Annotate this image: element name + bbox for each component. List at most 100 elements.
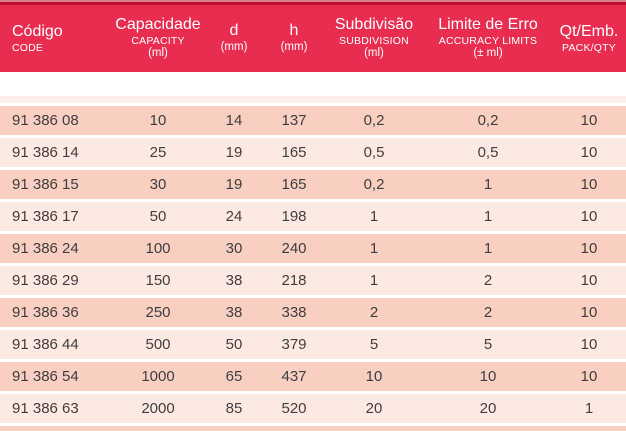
cell-d: 30 — [225, 240, 243, 257]
top-border-dark — [0, 2, 626, 5]
cell-codigo: 91 386 17 — [12, 208, 79, 225]
column-label: Qt/Emb. — [559, 22, 619, 40]
table-row: 91 386 24 100 30 240 1 1 10 — [0, 234, 626, 263]
table-row: 91 386 17 50 24 198 1 1 10 — [0, 202, 626, 231]
header-gap — [0, 72, 626, 106]
cell-qt_emb: 10 — [580, 336, 598, 353]
table-row: 91 386 14 25 19 165 0,5 0,5 10 — [0, 138, 626, 167]
cell-qt_emb: 10 — [580, 208, 598, 225]
table-row: 91 386 08 10 14 137 0,2 0,2 10 — [0, 106, 626, 135]
cell-codigo: 91 386 14 — [12, 144, 79, 161]
column-label: Código — [12, 22, 63, 40]
cell-codigo: 91 386 44 — [12, 336, 79, 353]
cell-h: 379 — [281, 336, 307, 353]
column-header-codigo: Código CODE — [0, 5, 112, 72]
cell-limite_de_erro: 2 — [483, 272, 493, 289]
table-row: 91 386 29 150 38 218 1 2 10 — [0, 266, 626, 295]
column-unit: (± ml) — [473, 47, 503, 60]
top-border-light — [0, 0, 626, 2]
cell-limite_de_erro: 10 — [479, 368, 497, 385]
cell-h: 218 — [281, 272, 307, 289]
cell-subdivisao: 5 — [369, 336, 379, 353]
cell-d: 19 — [225, 144, 243, 161]
column-sublabel: PACK/QTY — [562, 41, 616, 54]
cell-codigo: 91 386 36 — [12, 304, 79, 321]
table-row: 91 386 36 250 38 338 2 2 10 — [0, 298, 626, 327]
cell-codigo: 91 386 29 — [12, 272, 79, 289]
cell-subdivisao: 1 — [369, 240, 379, 257]
cell-subdivisao: 0,2 — [363, 176, 385, 193]
column-unit: (ml) — [148, 47, 168, 60]
cell-capacidade: 100 — [145, 240, 171, 257]
column-header-h: h (mm) — [264, 5, 324, 72]
cell-subdivisao: 10 — [365, 368, 383, 385]
cell-qt_emb: 10 — [580, 112, 598, 129]
column-label: Capacidade — [115, 16, 201, 34]
cell-limite_de_erro: 5 — [483, 336, 493, 353]
column-header-subdivisao: Subdivisão SUBDIVISION (ml) — [324, 5, 424, 72]
cell-capacidade: 500 — [145, 336, 171, 353]
cell-qt_emb: 10 — [580, 368, 598, 385]
cell-subdivisao: 0,5 — [363, 144, 385, 161]
cell-d: 50 — [225, 336, 243, 353]
cell-h: 165 — [281, 176, 307, 193]
cell-subdivisao: 1 — [369, 272, 379, 289]
column-label: Subdivisão — [334, 16, 414, 34]
cell-capacidade: 150 — [145, 272, 171, 289]
table-row-partial — [0, 426, 626, 431]
cell-qt_emb: 10 — [580, 176, 598, 193]
cell-codigo: 91 386 63 — [12, 400, 79, 417]
cell-h: 520 — [281, 400, 307, 417]
cell-h: 165 — [281, 144, 307, 161]
cell-subdivisao: 0,2 — [363, 112, 385, 129]
cell-capacidade: 2000 — [141, 400, 175, 417]
cell-h: 137 — [281, 112, 307, 129]
cell-h: 198 — [281, 208, 307, 225]
cell-limite_de_erro: 2 — [483, 304, 493, 321]
cell-h: 338 — [281, 304, 307, 321]
cell-capacidade: 250 — [145, 304, 171, 321]
column-header-capacidade: Capacidade CAPACITY (ml) — [112, 5, 204, 72]
cell-limite_de_erro: 0,2 — [477, 112, 499, 129]
cell-qt_emb: 10 — [580, 272, 598, 289]
empty-row-strip — [0, 96, 626, 103]
cell-h: 437 — [281, 368, 307, 385]
column-sublabel: SUBDIVISION — [339, 34, 409, 47]
cell-capacidade: 30 — [149, 176, 167, 193]
column-unit: (ml) — [364, 47, 384, 60]
cell-capacidade: 1000 — [141, 368, 175, 385]
cell-codigo: 91 386 54 — [12, 368, 79, 385]
column-header-limite-de-erro: Limite de Erro ACCURACY LIMITS (± ml) — [424, 5, 552, 72]
table-header: Código CODE Capacidade CAPACITY (ml) d (… — [0, 5, 626, 72]
table-row: 91 386 63 2000 85 520 20 20 1 — [0, 394, 626, 423]
table-body: 91 386 08 10 14 137 0,2 0,2 10 91 386 14 25 19 165… — [0, 106, 626, 423]
cell-d: 38 — [225, 304, 243, 321]
cell-limite_de_erro: 0,5 — [477, 144, 499, 161]
column-label: Limite de Erro — [438, 16, 538, 34]
cell-qt_emb: 1 — [584, 400, 594, 417]
cell-qt_emb: 10 — [580, 240, 598, 257]
column-header-d: d (mm) — [204, 5, 264, 72]
cell-codigo: 91 386 08 — [12, 112, 79, 129]
cell-codigo: 91 386 15 — [12, 176, 79, 193]
cell-capacidade: 25 — [149, 144, 167, 161]
cell-limite_de_erro: 1 — [483, 240, 493, 257]
cell-subdivisao: 20 — [365, 400, 383, 417]
column-sublabel: CODE — [12, 41, 44, 54]
table-row: 91 386 15 30 19 165 0,2 1 10 — [0, 170, 626, 199]
cell-subdivisao: 2 — [369, 304, 379, 321]
cell-d: 14 — [225, 112, 243, 129]
cell-limite_de_erro: 20 — [479, 400, 497, 417]
cell-capacidade: 10 — [149, 112, 167, 129]
table-row: 91 386 44 500 50 379 5 5 10 — [0, 330, 626, 359]
cell-qt_emb: 10 — [580, 144, 598, 161]
cell-d: 38 — [225, 272, 243, 289]
cell-qt_emb: 10 — [580, 304, 598, 321]
column-unit: (mm) — [220, 41, 248, 54]
cell-d: 85 — [225, 400, 243, 417]
column-label: h — [289, 22, 299, 40]
column-sublabel: ACCURACY LIMITS — [438, 34, 538, 47]
column-header-qt-emb: Qt/Emb. PACK/QTY — [552, 5, 626, 72]
cell-d: 65 — [225, 368, 243, 385]
